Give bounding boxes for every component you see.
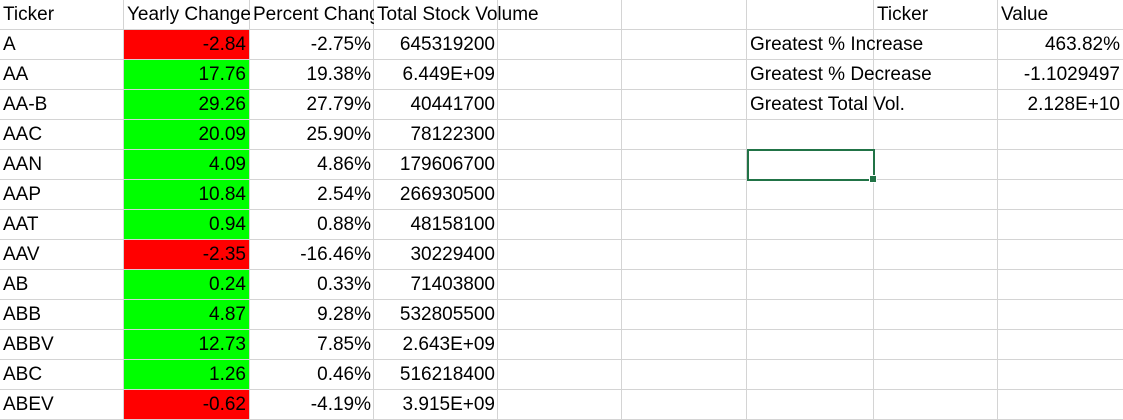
percent-change-cell[interactable]: -4.19%: [310, 394, 371, 415]
header-ticker[interactable]: Ticker: [3, 4, 55, 25]
yearly-change-cell[interactable]: 29.26: [124, 90, 249, 119]
ticker-cell[interactable]: AAT: [3, 214, 39, 235]
yearly-change-cell[interactable]: 0.24: [124, 270, 249, 299]
summary-header-value[interactable]: Value: [1001, 4, 1049, 25]
total-volume-cell[interactable]: 3.915E+09: [402, 394, 495, 415]
table-row: ABB 4.87 9.28% 532805500: [0, 300, 1123, 330]
table-row: AAV -2.35 -16.46% 30229400: [0, 240, 1123, 270]
percent-change-cell[interactable]: 0.88%: [317, 214, 371, 235]
total-volume-cell[interactable]: 266930500: [399, 184, 495, 205]
table-row: ABBV 12.73 7.85% 2.643E+09: [0, 330, 1123, 360]
header-percent-change[interactable]: Percent Change: [253, 4, 374, 25]
yearly-change-cell[interactable]: 4.09: [124, 150, 249, 179]
table-row: AA 17.76 19.38% 6.449E+09: [0, 60, 1123, 90]
header-total-volume[interactable]: Total Stock Volume: [377, 4, 539, 25]
percent-change-cell[interactable]: 0.33%: [317, 274, 371, 295]
total-volume-cell[interactable]: 71403800: [410, 274, 495, 295]
yearly-change-cell[interactable]: 0.94: [124, 210, 249, 239]
summary-label[interactable]: Greatest Total Vol.: [750, 94, 905, 115]
summary-value[interactable]: -1.1029497: [1023, 64, 1120, 85]
active-cell-selection[interactable]: [747, 149, 877, 183]
yearly-change-cell[interactable]: 1.26: [124, 360, 249, 389]
summary-value[interactable]: 463.82%: [1044, 34, 1120, 55]
yearly-change-cell[interactable]: 12.73: [124, 330, 249, 359]
total-volume-cell[interactable]: 532805500: [399, 304, 495, 325]
percent-change-cell[interactable]: 2.54%: [317, 184, 371, 205]
table-row: A -2.84 -2.75% 645319200: [0, 30, 1123, 60]
table-row: ABEV -0.62 -4.19% 3.915E+09: [0, 390, 1123, 420]
table-row: ABC 1.26 0.46% 516218400: [0, 360, 1123, 390]
percent-change-cell[interactable]: 4.86%: [317, 154, 371, 175]
table-row: AAC 20.09 25.90% 78122300: [0, 120, 1123, 150]
ticker-cell[interactable]: AA: [3, 64, 29, 85]
summary-label[interactable]: Greatest % Increase: [750, 34, 924, 55]
ticker-cell[interactable]: AAP: [3, 184, 42, 205]
total-volume-cell[interactable]: 516218400: [399, 364, 495, 385]
percent-change-cell[interactable]: 9.28%: [317, 304, 371, 325]
header-row: Ticker Yearly Change Percent Change Tota…: [0, 0, 1123, 30]
total-volume-cell[interactable]: 179606700: [399, 154, 495, 175]
yearly-change-cell[interactable]: -0.62: [124, 390, 249, 419]
ticker-cell[interactable]: ABBV: [3, 334, 54, 355]
summary-value[interactable]: 2.128E+10: [1027, 94, 1120, 115]
table-row: AAT 0.94 0.88% 48158100: [0, 210, 1123, 240]
yearly-change-cell[interactable]: 20.09: [124, 120, 249, 149]
ticker-cell[interactable]: AAV: [3, 244, 40, 265]
yearly-change-cell[interactable]: -2.35: [124, 240, 249, 269]
ticker-cell[interactable]: AB: [3, 274, 29, 295]
ticker-cell[interactable]: AA-B: [3, 94, 48, 115]
total-volume-cell[interactable]: 78122300: [410, 124, 495, 145]
percent-change-cell[interactable]: 19.38%: [306, 64, 371, 85]
summary-label[interactable]: Greatest % Decrease: [750, 64, 932, 85]
total-volume-cell[interactable]: 40441700: [410, 94, 495, 115]
total-volume-cell[interactable]: 2.643E+09: [402, 334, 495, 355]
percent-change-cell[interactable]: 27.79%: [306, 94, 371, 115]
yearly-change-cell[interactable]: 10.84: [124, 180, 249, 209]
header-yearly-change[interactable]: Yearly Change: [127, 4, 250, 25]
yearly-change-cell[interactable]: 4.87: [124, 300, 249, 329]
ticker-cell[interactable]: ABEV: [3, 394, 54, 415]
percent-change-cell[interactable]: -2.75%: [310, 34, 371, 55]
ticker-cell[interactable]: AAN: [3, 154, 43, 175]
total-volume-cell[interactable]: 6.449E+09: [402, 64, 495, 85]
ticker-cell[interactable]: ABB: [3, 304, 42, 325]
total-volume-cell[interactable]: 48158100: [410, 214, 495, 235]
summary-header-ticker[interactable]: Ticker: [877, 4, 929, 25]
ticker-cell[interactable]: A: [3, 34, 16, 55]
fill-handle[interactable]: [869, 175, 877, 183]
yearly-change-cell[interactable]: 17.76: [124, 60, 249, 89]
table-row: AA-B 29.26 27.79% 40441700: [0, 90, 1123, 120]
percent-change-cell[interactable]: 25.90%: [306, 124, 371, 145]
table-row: AAN 4.09 4.86% 179606700: [0, 150, 1123, 180]
table-row: AAP 10.84 2.54% 266930500: [0, 180, 1123, 210]
percent-change-cell[interactable]: 0.46%: [317, 364, 371, 385]
total-volume-cell[interactable]: 30229400: [410, 244, 495, 265]
ticker-cell[interactable]: AAC: [3, 124, 43, 145]
table-row: AB 0.24 0.33% 71403800: [0, 270, 1123, 300]
percent-change-cell[interactable]: 7.85%: [317, 334, 371, 355]
ticker-cell[interactable]: ABC: [3, 364, 43, 385]
yearly-change-cell[interactable]: -2.84: [124, 30, 249, 59]
percent-change-cell[interactable]: -16.46%: [300, 244, 371, 265]
total-volume-cell[interactable]: 645319200: [399, 34, 495, 55]
